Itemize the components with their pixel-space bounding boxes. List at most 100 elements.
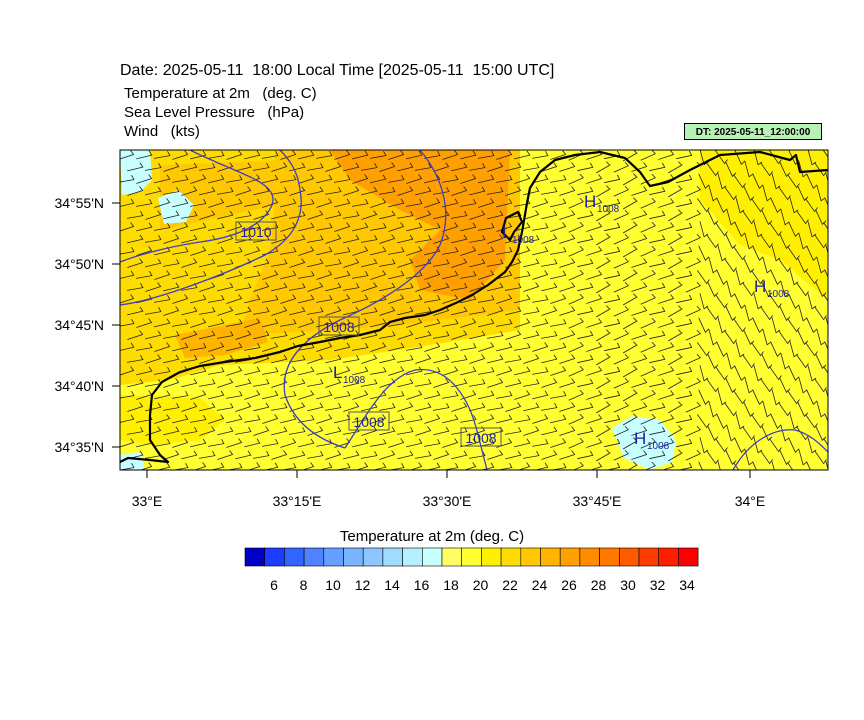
wind-barb <box>208 439 225 447</box>
isobar-1008-west <box>120 150 302 306</box>
wind-barb <box>379 306 396 316</box>
wind-barb <box>325 259 342 267</box>
wind-barb <box>370 270 387 280</box>
wind-barb <box>622 173 638 186</box>
wind-barb <box>262 439 279 447</box>
wind-barb <box>172 270 189 280</box>
wind-barb <box>262 390 279 400</box>
wind-barb <box>798 449 808 466</box>
wind-barb <box>613 281 629 293</box>
wind-barb <box>834 162 844 177</box>
colorbar-swatch <box>500 547 522 567</box>
colorbar-tick-label: 20 <box>473 577 489 593</box>
wind-barb <box>217 378 234 388</box>
wind-barb <box>451 427 468 435</box>
wind-barb <box>559 306 576 316</box>
wind-barb <box>415 451 432 459</box>
wind-barb <box>145 307 162 315</box>
wind-barb <box>478 174 495 184</box>
wind-barb <box>379 450 396 460</box>
wind-barb <box>451 283 468 291</box>
wind-barb <box>217 450 234 460</box>
wind-barb <box>779 449 791 465</box>
wind-barb <box>622 269 638 282</box>
wind-barb <box>541 234 558 244</box>
isobar-1008-central <box>283 150 447 449</box>
wind-barb <box>640 245 656 257</box>
wind-barb <box>787 462 794 470</box>
wind-barb <box>280 414 297 424</box>
wind-barb <box>514 294 531 304</box>
wind-barb <box>433 282 450 292</box>
wind-barb <box>217 162 234 172</box>
colorbar-tick-label: 22 <box>502 577 518 593</box>
wind-barb <box>190 271 207 279</box>
wind-barb <box>676 294 693 304</box>
wind-barb <box>325 403 342 411</box>
wind-barb <box>640 293 656 305</box>
pressure-center-value: 1008 <box>343 375 366 386</box>
wind-barb <box>685 305 701 317</box>
wind-barb <box>208 246 225 256</box>
wind-barb <box>478 198 495 208</box>
wind-barb <box>352 150 369 160</box>
wind-barb <box>262 174 279 184</box>
wind-barb <box>514 271 531 279</box>
wind-barb <box>334 175 351 183</box>
wind-barb <box>352 318 369 328</box>
wind-barb <box>145 163 162 171</box>
wind-barb <box>307 186 324 196</box>
wind-barb <box>559 186 576 196</box>
wind-barb <box>825 461 828 470</box>
wind-barb <box>572 461 584 470</box>
wind-barb <box>788 365 800 381</box>
wind-barb <box>316 318 333 328</box>
wind-barb <box>586 438 603 448</box>
wind-barb <box>469 186 486 196</box>
wind-barb <box>262 270 279 280</box>
wind-barb <box>190 415 207 423</box>
wind-barb <box>120 294 135 304</box>
wind-barb <box>577 426 594 436</box>
wind-barb <box>532 367 549 375</box>
wind-barb <box>550 319 567 327</box>
wind-barb <box>613 161 629 173</box>
colorbar-tick-label: 32 <box>650 577 666 593</box>
wind-barb <box>577 450 594 460</box>
wind-barb <box>716 197 728 213</box>
wind-barb <box>823 222 828 230</box>
wind-barb <box>163 354 180 364</box>
wind-barb <box>496 463 513 470</box>
wind-barb <box>127 283 144 291</box>
wind-barb <box>631 258 648 268</box>
wind-barb <box>120 342 135 351</box>
wind-barb <box>725 449 737 465</box>
wind-barb <box>136 343 153 351</box>
wind-barb <box>271 187 288 195</box>
wind-barb <box>788 221 800 237</box>
wind-barb <box>172 438 189 448</box>
wind-barb <box>154 439 171 447</box>
wind-barb <box>280 438 297 448</box>
wind-barb <box>658 294 675 304</box>
wind-barb <box>815 353 827 369</box>
wind-barb <box>397 186 414 196</box>
wind-barb <box>226 270 243 280</box>
wind-barb <box>352 438 369 448</box>
wind-barb <box>676 174 693 184</box>
wind-barb <box>190 343 207 351</box>
wind-barb <box>352 199 369 207</box>
colorbar-tick-label: 28 <box>591 577 607 593</box>
wind-barb <box>649 210 666 220</box>
wind-barb <box>253 451 270 459</box>
wind-barb <box>577 162 594 172</box>
wind-barb <box>172 463 189 470</box>
wind-barb <box>127 427 144 435</box>
wind-barb <box>217 210 234 220</box>
wind-barb <box>541 282 558 292</box>
isobar-label-box <box>348 411 390 431</box>
wind-barb <box>640 269 656 281</box>
wind-barb <box>172 319 189 327</box>
wind-barb <box>244 174 261 184</box>
wind-barb <box>334 247 351 255</box>
